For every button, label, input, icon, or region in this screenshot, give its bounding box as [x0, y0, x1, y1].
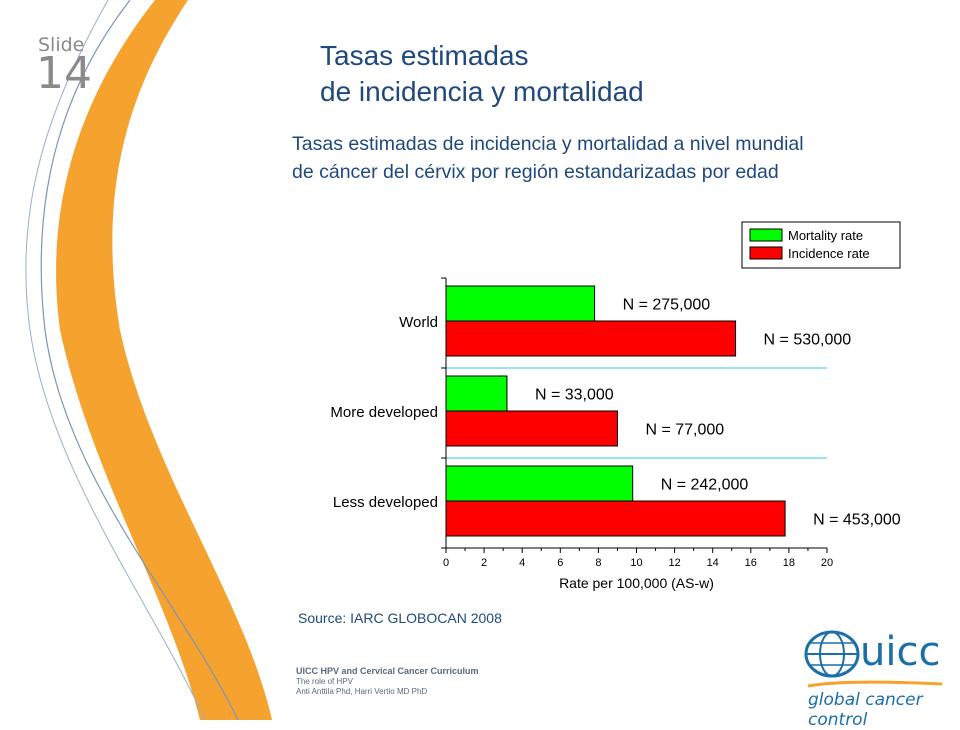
- footer: UICC HPV and Cervical Cancer Curriculum …: [296, 666, 479, 697]
- swoosh-outline-line: [40, 0, 239, 720]
- footer-topic: The role of HPV: [296, 677, 353, 686]
- x-tick-label: 2: [481, 557, 487, 569]
- legend-box: [741, 221, 901, 269]
- x-tick-label: 4: [519, 557, 525, 569]
- data-label: N = 77,000: [645, 422, 724, 439]
- data-label: N = 275,000: [623, 297, 711, 314]
- bar-mortality: [445, 465, 634, 502]
- x-tick-label: 20: [821, 557, 833, 569]
- x-tick-label: 6: [557, 557, 563, 569]
- footer-authors: Anti Anttila Phd, Harri Vertio MD PhD: [296, 687, 428, 696]
- bar-incidence: [445, 410, 618, 447]
- slide-title-line-1: Tasas estimadas: [320, 40, 529, 71]
- slide-subtitle-line-1: Tasas estimadas de incidencia y mortalid…: [292, 133, 804, 155]
- bar-incidence: [445, 320, 737, 357]
- category-label: World: [399, 314, 438, 331]
- swoosh-inner-line: [25, 0, 206, 720]
- x-tick-label: 12: [668, 557, 680, 569]
- legend-swatch: [749, 246, 783, 260]
- data-label: N = 33,000: [535, 387, 614, 404]
- uicc-globe-icon: [804, 630, 943, 688]
- bar-mortality: [445, 375, 508, 412]
- footer-course: UICC HPV and Cervical Cancer Curriculum: [296, 666, 479, 676]
- slide-title-line-2: de incidencia y mortalidad: [320, 76, 644, 107]
- category-label: More developed: [330, 404, 438, 421]
- category-label: Less developed: [333, 494, 438, 511]
- slide-number: 14: [36, 48, 92, 99]
- data-label: N = 453,000: [813, 512, 901, 529]
- data-label: N = 242,000: [661, 477, 749, 494]
- slide-label: Slide: [38, 34, 85, 56]
- x-axis-label: Rate per 100,000 (AS-w): [559, 575, 714, 591]
- slide-subtitle-line-2: de cáncer del cérvix por región estandar…: [292, 161, 779, 183]
- bar-mortality: [445, 285, 596, 322]
- slide-subtitle: Tasas estimadas de incidencia y mortalid…: [292, 130, 942, 186]
- x-tick-label: 0: [443, 557, 449, 569]
- x-tick-label: 8: [595, 557, 601, 569]
- legend-label: Mortality rate: [788, 228, 863, 243]
- legend-swatch: [749, 228, 783, 242]
- legend-label: Incidence rate: [788, 246, 870, 261]
- source-note: Source: IARC GLOBOCAN 2008: [298, 610, 502, 626]
- x-tick-label: 16: [745, 557, 757, 569]
- x-tick-label: 18: [783, 557, 795, 569]
- bar-incidence: [445, 500, 786, 537]
- data-label: N = 530,000: [764, 332, 852, 349]
- slide-title: Tasas estimadas de incidencia y mortalid…: [320, 38, 644, 110]
- uicc-logo-word: uicc: [860, 629, 941, 675]
- uicc-logo-tagline: global cancer control: [808, 690, 923, 730]
- x-tick-label: 14: [707, 557, 719, 569]
- x-tick-label: 10: [630, 557, 642, 569]
- orange-swoosh-shape: [56, 0, 273, 720]
